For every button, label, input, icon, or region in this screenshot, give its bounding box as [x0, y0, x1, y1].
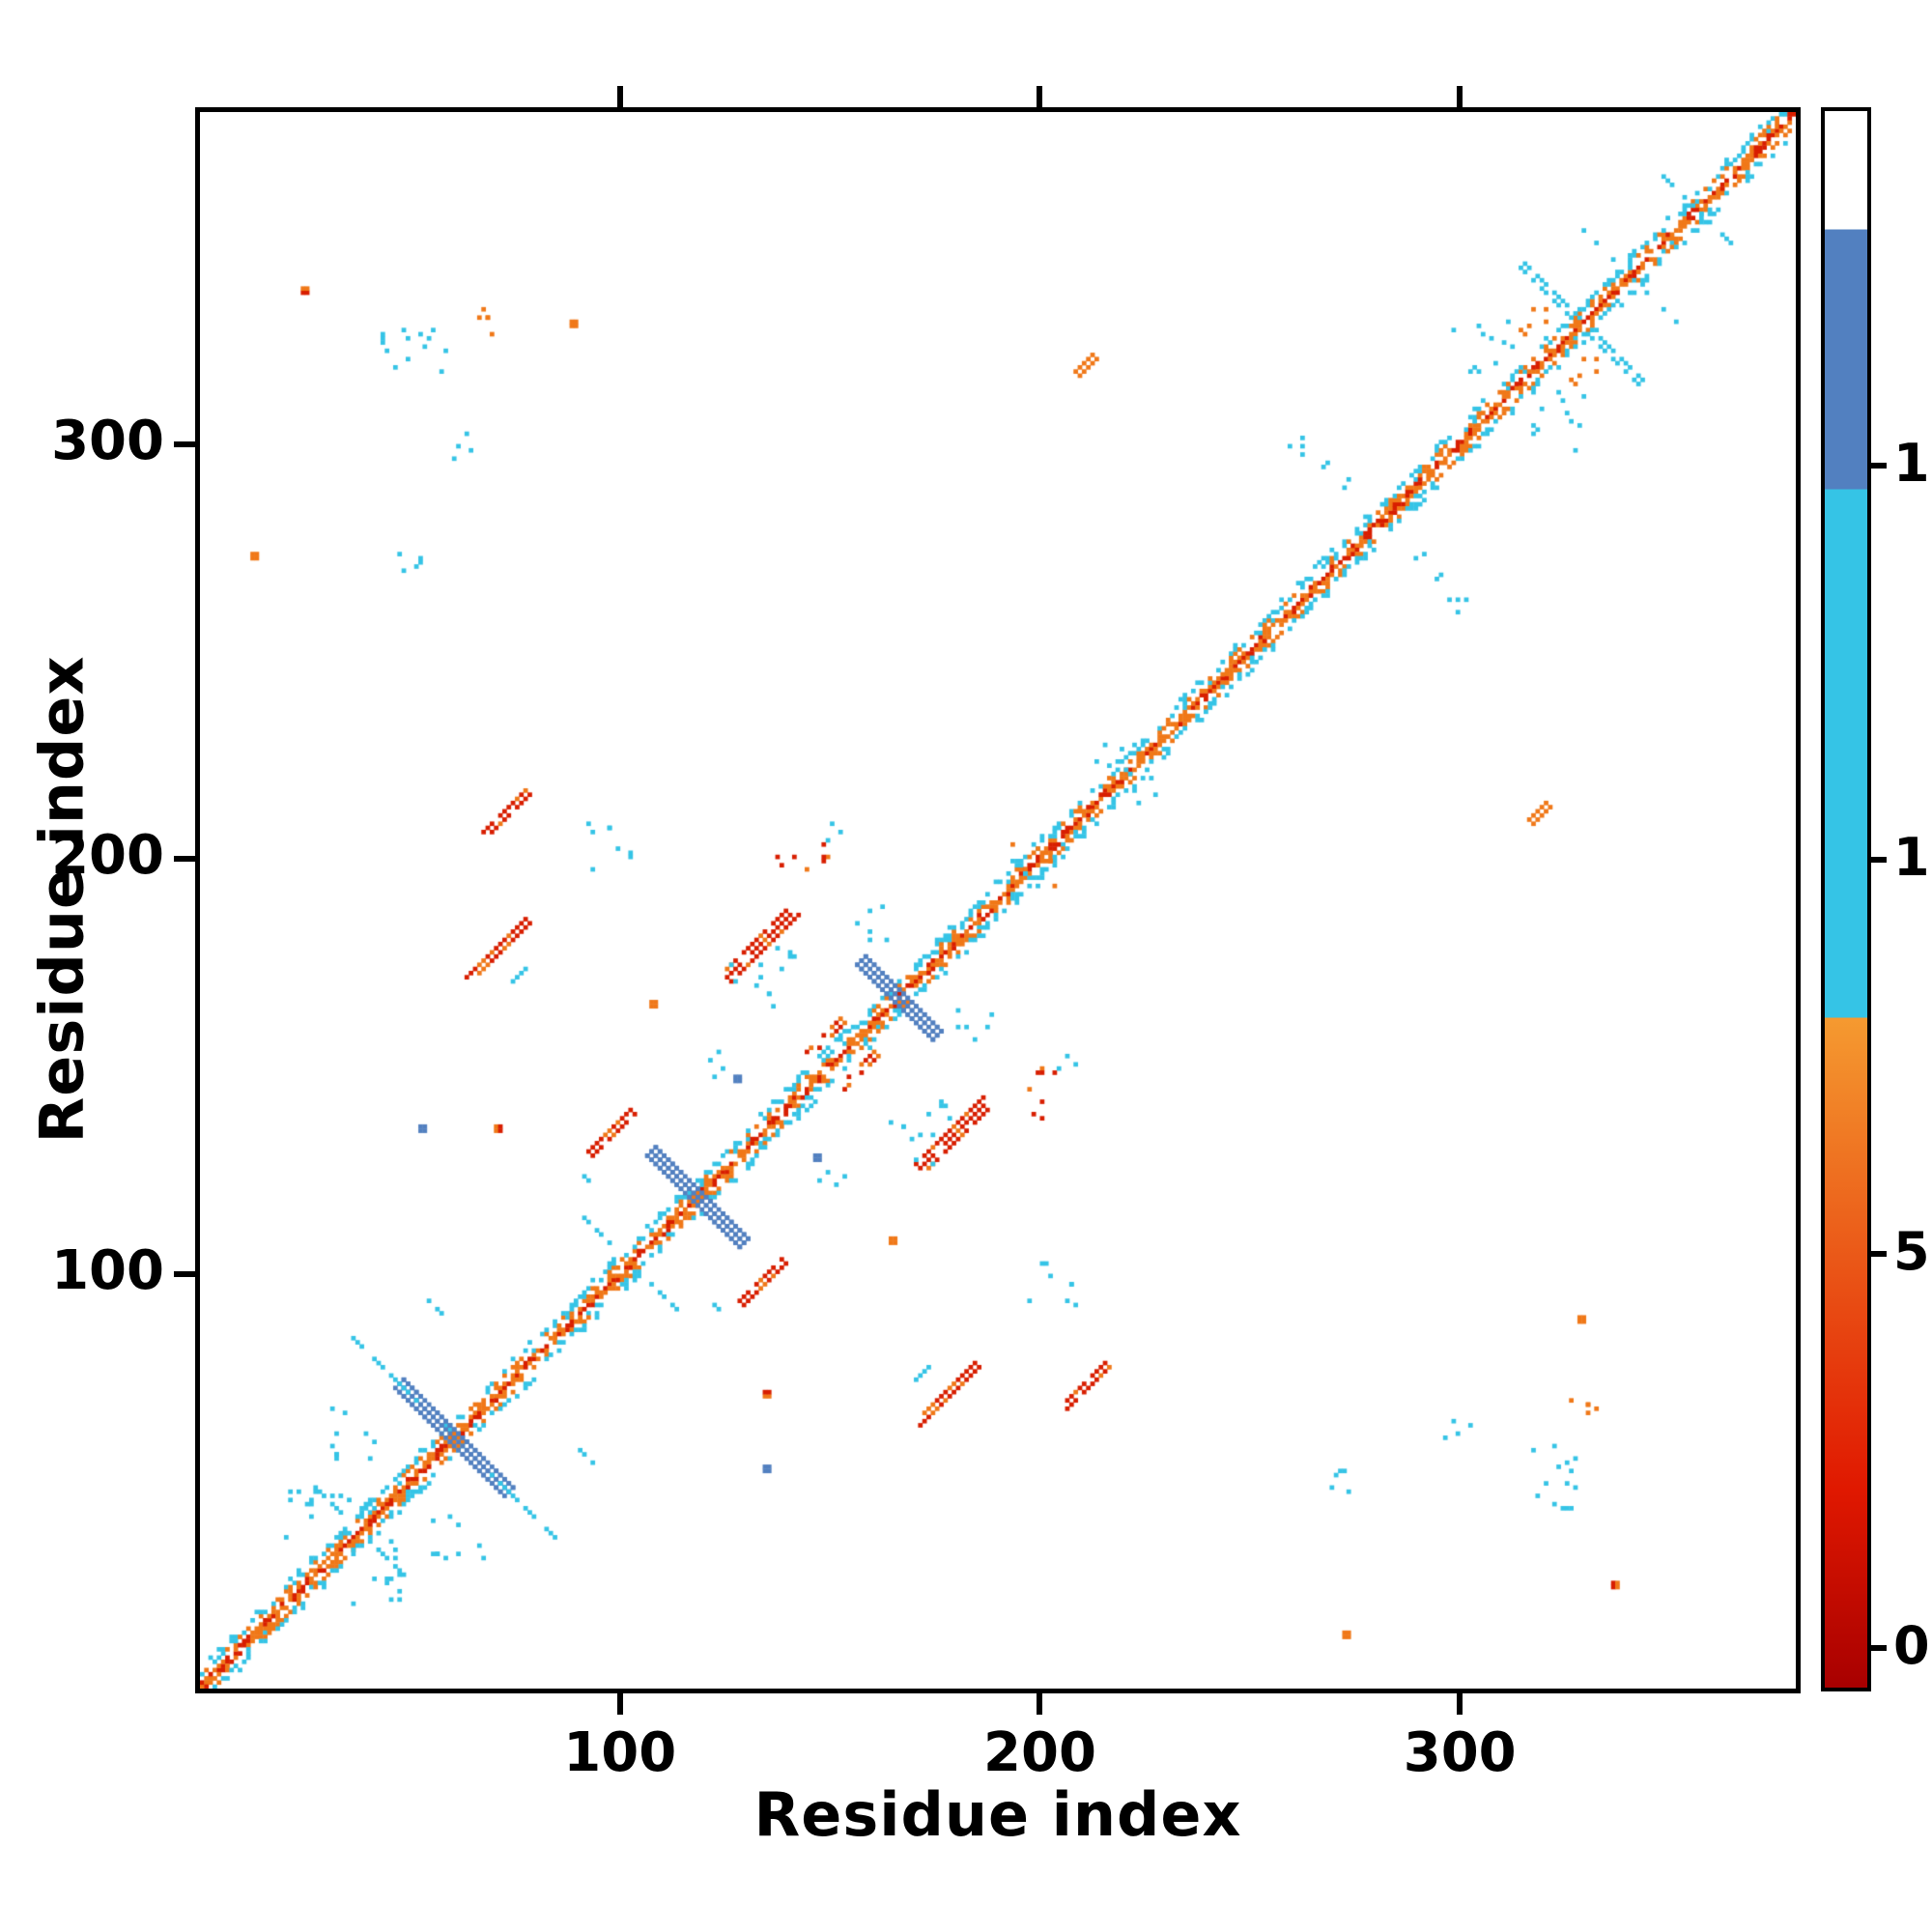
colorbar: [1821, 107, 1871, 1691]
x-tick-mark: [616, 1693, 623, 1715]
y-tick-label: 300: [51, 409, 164, 472]
y-tick-label: 100: [51, 1238, 164, 1302]
x-tick-mark: [1457, 1693, 1463, 1715]
colorbar-tick-mark: [1871, 463, 1887, 469]
x-tick-mark: [1037, 1693, 1043, 1715]
colorbar-tick-label: 100: [1893, 827, 1932, 889]
x-tick-mark-top: [1457, 86, 1463, 107]
colorbar-tick-mark: [1871, 857, 1887, 864]
y-tick-mark: [174, 440, 195, 447]
x-tick-label: 300: [1403, 1721, 1517, 1784]
colorbar-tick-label: 0: [1893, 1615, 1930, 1677]
colorbar-gradient: [1825, 111, 1867, 1688]
x-tick-mark-top: [616, 86, 623, 107]
colorbar-tick-label: 150: [1893, 433, 1932, 495]
x-tick-label: 200: [983, 1721, 1096, 1784]
colorbar-tick-label: 50: [1893, 1221, 1932, 1283]
y-axis-label: Residue index: [26, 655, 98, 1144]
x-tick-mark-top: [1037, 86, 1043, 107]
x-axis-label: Residue index: [753, 1779, 1242, 1850]
colorbar-tick-mark: [1871, 1251, 1887, 1258]
y-tick-label: 200: [51, 824, 164, 888]
y-tick-mark: [174, 1270, 195, 1277]
colorbar-tick-mark: [1871, 1645, 1887, 1652]
x-tick-label: 100: [563, 1721, 677, 1784]
contact-map-canvas: [200, 112, 1796, 1689]
y-tick-mark: [174, 856, 195, 863]
plot-area: [195, 107, 1801, 1693]
